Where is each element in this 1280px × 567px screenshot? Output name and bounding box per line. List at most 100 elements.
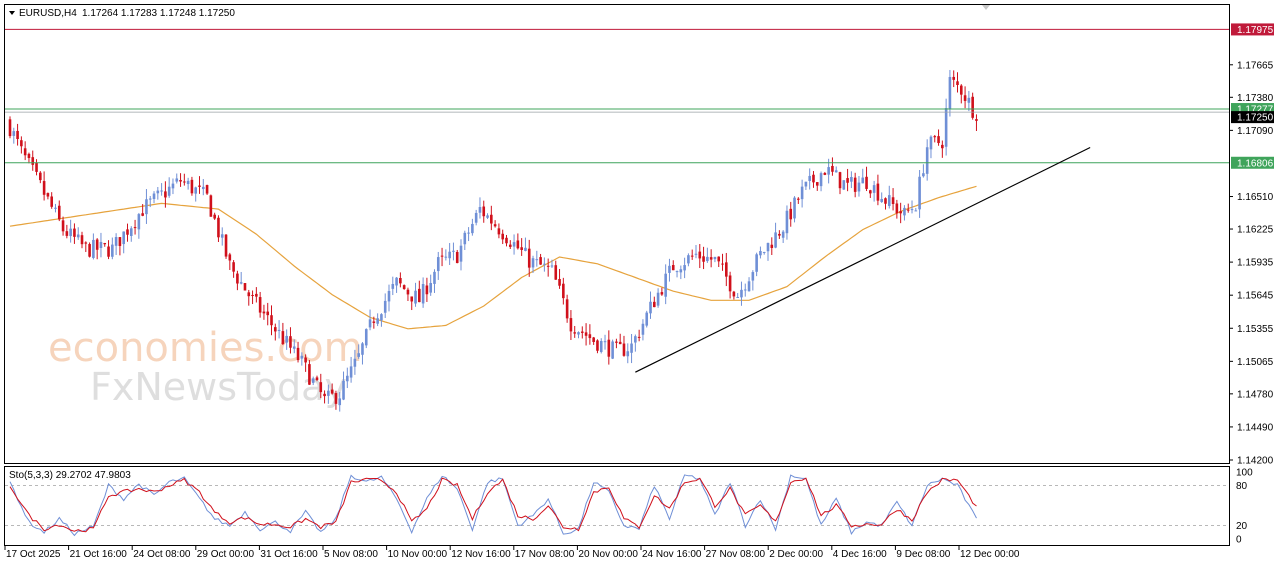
y-tick-label: 1.17380 <box>1237 93 1274 104</box>
candle-body <box>785 210 789 234</box>
candle <box>789 201 793 227</box>
candle <box>834 166 838 173</box>
candle-body <box>31 157 35 165</box>
candle-body <box>425 285 429 295</box>
candle <box>319 373 323 399</box>
candle <box>380 313 383 327</box>
candle-body <box>831 165 834 172</box>
candle-body <box>61 220 65 232</box>
candle-body <box>819 173 823 187</box>
candle-body <box>152 193 156 199</box>
candle <box>76 227 80 240</box>
trendline-layer <box>635 146 1091 373</box>
candle-body <box>770 244 774 248</box>
candle <box>823 171 827 176</box>
candle <box>137 212 141 239</box>
candle-body <box>562 283 565 299</box>
x-tick-label: 9 Dec 08:00 <box>896 549 950 560</box>
candle <box>300 352 304 366</box>
candle-body <box>903 207 906 216</box>
candle <box>725 252 728 287</box>
candle <box>205 184 209 195</box>
symbol-menu-icon[interactable] <box>9 11 15 15</box>
candle-body <box>797 198 800 200</box>
candle <box>584 323 588 346</box>
candle <box>353 349 357 375</box>
candle-body <box>164 191 167 198</box>
candle <box>270 305 273 336</box>
time-axis[interactable]: 17 Oct 2025 21 Oct 16:00 24 Oct 08:00 29 Oc… <box>4 546 1020 560</box>
candle <box>141 204 144 217</box>
candle-body <box>395 277 398 286</box>
x-tick-label: 17 Oct 2025 <box>6 549 61 560</box>
candle-body <box>505 237 508 244</box>
candle <box>785 205 789 240</box>
candle <box>35 159 38 176</box>
candle <box>186 177 190 190</box>
candle <box>872 180 876 202</box>
candle-body <box>92 239 95 258</box>
candle <box>27 152 31 164</box>
main-price-panel[interactable] <box>4 4 1230 464</box>
candle-body <box>937 136 940 144</box>
candle-body <box>296 347 300 361</box>
candle <box>497 223 501 239</box>
candle-body <box>531 258 535 268</box>
candle <box>281 322 285 346</box>
candle-body <box>270 315 273 326</box>
candle-body <box>713 256 717 260</box>
candle-body <box>944 108 948 147</box>
candle <box>751 270 755 291</box>
candle-body <box>516 240 520 249</box>
y-tick-label: 1.15065 <box>1237 357 1274 368</box>
candle-body <box>300 355 304 359</box>
stochastic-label: Sto(5,3,3) 29.2702 47.9803 <box>9 470 131 481</box>
candle <box>61 216 65 236</box>
moving-average-line <box>9 185 977 330</box>
candle-body <box>380 314 383 321</box>
candle-body <box>546 265 550 267</box>
candle-body <box>895 203 899 214</box>
candle-body <box>584 332 588 336</box>
chart-shift-marker-icon[interactable] <box>982 5 990 10</box>
candle-body <box>740 289 743 298</box>
candle-body <box>508 244 512 247</box>
x-tick-label: 5 Nov 08:00 <box>324 549 378 560</box>
candle <box>626 343 630 364</box>
candle-body <box>239 282 243 284</box>
x-tick-label: 27 Nov 08:00 <box>706 549 766 560</box>
candle-body <box>12 131 16 136</box>
candle-body <box>865 176 868 189</box>
candle-body <box>346 375 349 382</box>
candle <box>508 240 512 249</box>
candle-body <box>664 273 667 297</box>
candle-body <box>410 296 414 302</box>
resistance-line-label: 1.17975 <box>1237 25 1274 36</box>
ascending-trendline[interactable] <box>635 146 1091 373</box>
stoch-axis-label: 0 <box>1236 535 1242 546</box>
candle <box>152 191 156 204</box>
candle <box>471 218 474 236</box>
candle-body <box>255 293 258 297</box>
candle <box>914 207 918 212</box>
candle <box>330 383 334 395</box>
candle-body <box>391 283 395 289</box>
candle-body <box>171 183 175 189</box>
candle <box>690 249 694 260</box>
price-axis[interactable]: 1.17665 1.17380 1.17090 1.16510 1.16225 1.159… <box>1229 60 1274 467</box>
candle <box>95 238 99 260</box>
candle-body <box>474 212 478 223</box>
candle-body <box>869 190 872 194</box>
candle <box>899 202 902 224</box>
candle <box>766 242 770 261</box>
candle <box>880 192 883 203</box>
candle-body <box>224 234 228 257</box>
candle-body <box>467 232 470 234</box>
candle-body <box>440 255 444 257</box>
candle-body <box>65 231 69 236</box>
candle <box>944 98 948 156</box>
candle-body <box>455 251 459 264</box>
stochastic-panel[interactable] <box>4 466 1230 546</box>
ohlc-header: 1.17264 1.17283 1.17248 1.17250 <box>82 8 235 19</box>
